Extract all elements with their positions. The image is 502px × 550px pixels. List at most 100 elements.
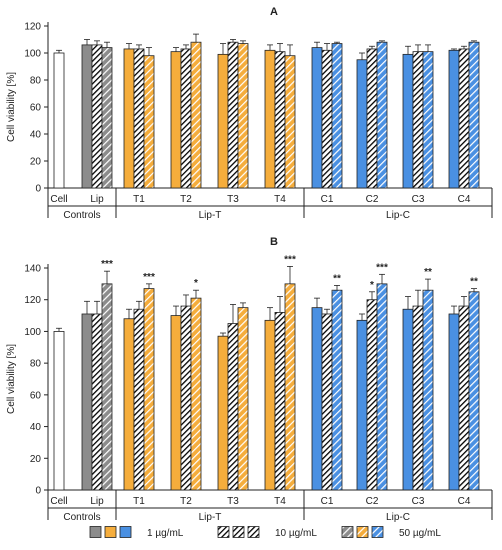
y-axis-label: Cell viability [%] xyxy=(6,344,17,414)
bar xyxy=(376,41,388,189)
bar xyxy=(227,323,239,491)
legend-label: 50 µg/mL xyxy=(399,528,441,539)
bar xyxy=(412,305,424,491)
bar xyxy=(366,299,378,491)
y-axis-label: Cell viability [%] xyxy=(6,72,17,142)
category-label: Lip-T xyxy=(199,210,222,221)
bar xyxy=(422,51,434,189)
x-tick-label: C3 xyxy=(412,496,425,507)
x-tick-label: T3 xyxy=(227,496,239,507)
y-tick-label: 80 xyxy=(30,76,42,87)
significance-label: *** xyxy=(376,262,388,273)
legend-swatch xyxy=(371,526,384,538)
legend-swatch xyxy=(119,526,132,538)
bar xyxy=(311,307,323,491)
legend-swatch xyxy=(341,526,354,538)
legend-swatch xyxy=(217,526,230,538)
significance-label: *** xyxy=(284,254,296,265)
legend-swatch xyxy=(104,526,117,538)
y-tick-label: 20 xyxy=(30,157,42,168)
bar xyxy=(458,305,470,491)
bar xyxy=(264,319,276,491)
bar xyxy=(81,44,93,189)
significance-label: * xyxy=(370,280,374,291)
significance-label: ** xyxy=(333,273,341,284)
legend-item: 1 µg/mL xyxy=(89,526,184,539)
y-tick-label: 40 xyxy=(30,422,42,433)
category-label: Lip-T xyxy=(199,512,222,523)
bar xyxy=(133,308,145,491)
panel-label: A xyxy=(270,6,278,18)
bar xyxy=(366,48,378,189)
y-tick-label: 80 xyxy=(30,359,42,370)
bar xyxy=(468,41,480,189)
y-tick-label: 0 xyxy=(35,184,41,195)
x-tick-label: Cell xyxy=(50,496,67,507)
bar xyxy=(101,47,113,189)
significance-label: ** xyxy=(424,267,432,278)
significance-label: * xyxy=(194,278,198,289)
y-tick-label: 60 xyxy=(30,103,42,114)
x-tick-label: C3 xyxy=(412,194,425,205)
bar xyxy=(448,49,460,189)
x-tick-label: C1 xyxy=(321,496,334,507)
y-tick-label: 140 xyxy=(24,264,41,275)
bar xyxy=(448,313,460,491)
bar xyxy=(101,283,113,491)
significance-label: *** xyxy=(143,272,155,283)
bar xyxy=(190,297,202,491)
x-tick-label: C2 xyxy=(366,194,379,205)
bar xyxy=(237,307,249,491)
bar xyxy=(133,48,145,189)
bar xyxy=(53,52,65,189)
x-tick-label: T2 xyxy=(180,496,192,507)
bar xyxy=(412,51,424,189)
bar xyxy=(284,283,296,491)
legend-label: 10 µg/mL xyxy=(275,528,317,539)
y-tick-label: 100 xyxy=(24,327,41,338)
bar xyxy=(356,59,368,189)
x-tick-label: T4 xyxy=(274,496,286,507)
bar xyxy=(170,51,182,189)
bar xyxy=(422,289,434,491)
bar xyxy=(274,51,286,189)
x-tick-label: Lip xyxy=(90,496,104,507)
y-tick-label: 100 xyxy=(24,49,41,60)
y-tick-label: 0 xyxy=(35,486,41,497)
bar xyxy=(217,335,229,491)
legend-swatch xyxy=(247,526,260,538)
legend-label: 1 µg/mL xyxy=(147,528,184,539)
y-tick-label: 20 xyxy=(30,454,42,465)
panel-label: B xyxy=(270,236,278,248)
bar xyxy=(123,318,135,491)
bar xyxy=(143,288,155,491)
category-label: Controls xyxy=(63,210,100,221)
bar xyxy=(356,319,368,491)
legend-item: 50 µg/mL xyxy=(341,526,441,539)
y-tick-label: 120 xyxy=(24,295,41,306)
bar xyxy=(458,48,470,189)
bar xyxy=(376,283,388,491)
panel-A: A 0 20 40 60 80 100 120 Cell viability [%] Cell Li… xyxy=(6,6,493,221)
bar xyxy=(321,313,333,491)
x-tick-label: C2 xyxy=(366,496,379,507)
x-tick-label: C4 xyxy=(458,194,471,205)
bar xyxy=(311,47,323,189)
bar xyxy=(217,53,229,189)
bar xyxy=(91,313,103,491)
x-tick-label: T3 xyxy=(227,194,239,205)
bar xyxy=(468,291,480,491)
panel-B: B 0 20 40 60 80 100 120 140 Cell viability [%] Cel… xyxy=(6,236,493,523)
bar xyxy=(91,44,103,189)
x-tick-label: T2 xyxy=(180,194,192,205)
bar xyxy=(331,289,343,491)
y-tick-label: 60 xyxy=(30,390,42,401)
legend-swatch xyxy=(89,526,102,538)
x-tick-label: T1 xyxy=(133,496,145,507)
x-tick-label: T4 xyxy=(274,194,286,205)
bar xyxy=(53,331,65,491)
bar xyxy=(284,55,296,189)
significance-label: *** xyxy=(101,259,113,270)
category-label: Lip-C xyxy=(386,210,410,221)
bar xyxy=(123,48,135,189)
